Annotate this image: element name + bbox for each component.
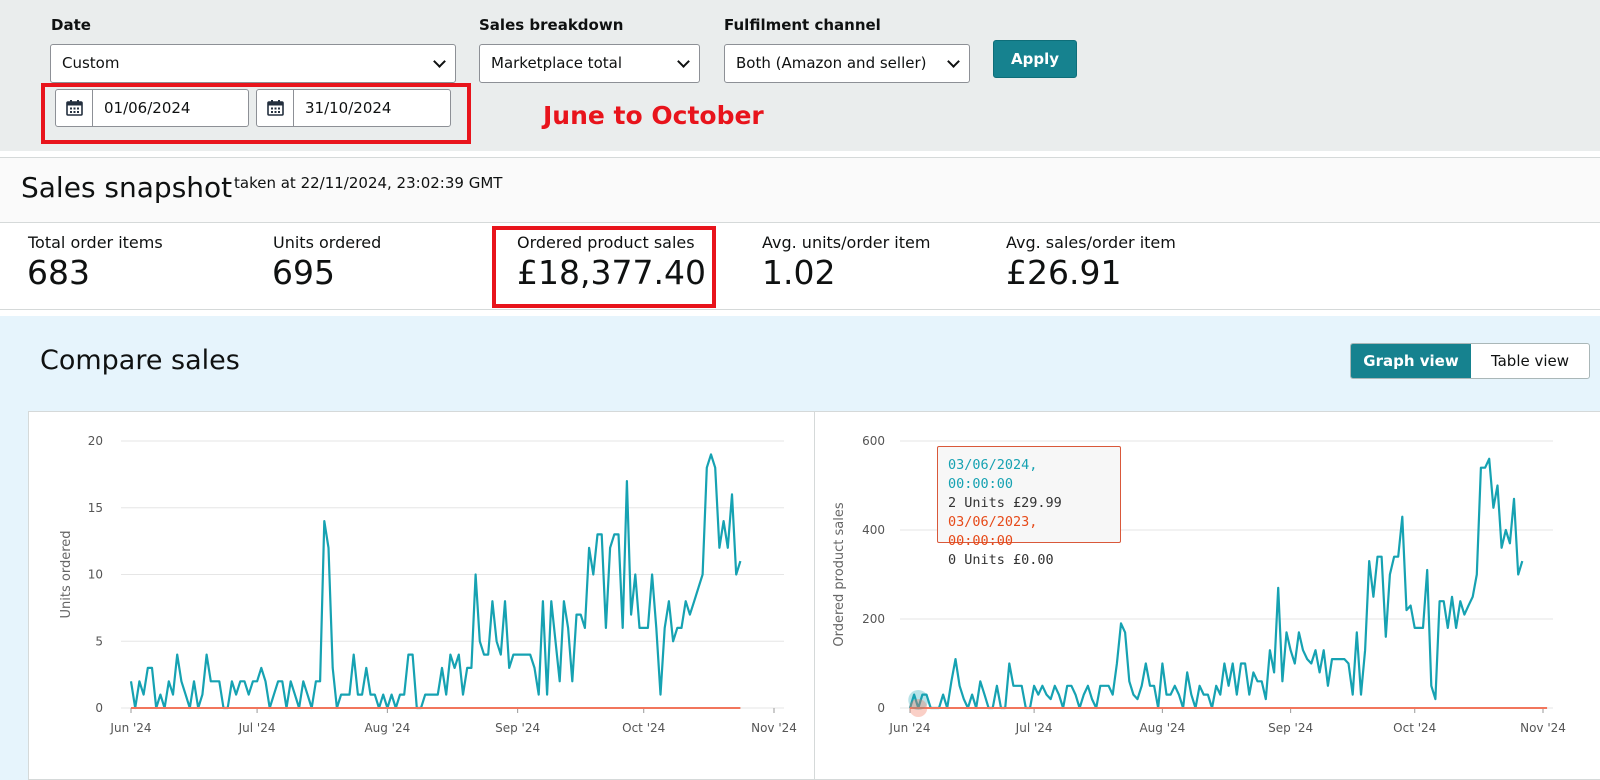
table-view-button[interactable]: Table view	[1490, 352, 1570, 370]
chevron-down-icon	[433, 55, 446, 68]
start-date-field[interactable]: 01/06/2024	[55, 89, 249, 127]
x-tick-label: Sep '24	[495, 721, 540, 735]
y-tick-label: 200	[862, 612, 885, 626]
sales-breakdown-label: Sales breakdown	[479, 16, 624, 34]
metric-label: Total order items	[28, 233, 163, 252]
x-tick-label: Sep '24	[1268, 721, 1313, 735]
y-axis-label: Units ordered	[59, 531, 74, 619]
sales-chart-panel: 0 200 400 600 Ordered product sales Jun '24 Ju…	[814, 411, 1600, 780]
calendar-icon[interactable]	[56, 90, 93, 126]
x-tick-label: Jun '24	[888, 721, 930, 735]
ordered-product-sales-value: £18,377.40	[517, 253, 706, 292]
metric-label: Avg. sales/order item	[1006, 233, 1176, 252]
y-tick-label: 0	[95, 701, 103, 715]
units-ordered-chart: 0 5 10 15 20 Units ordered Jun '24 Jul '24 Aug '…	[59, 434, 797, 735]
current-period-line	[908, 457, 1524, 710]
units-ordered-value: 695	[272, 253, 335, 292]
x-tick-label: Jul '24	[238, 721, 276, 735]
y-tick-label: 20	[88, 434, 103, 448]
sales-snapshot-header	[0, 157, 1600, 223]
avg-sales-per-order-item-value: £26.91	[1006, 253, 1122, 292]
x-tick-label: Nov '24	[1520, 721, 1566, 735]
date-select[interactable]: Custom	[50, 44, 456, 83]
x-tick-label: Oct '24	[622, 721, 665, 735]
date-range-annotation: June to October	[543, 101, 764, 130]
y-tick-label: 400	[862, 523, 885, 537]
x-tick-label: Aug '24	[364, 721, 410, 735]
sales-snapshot-title: Sales snapshot	[21, 171, 233, 204]
y-tick-label: 600	[862, 434, 885, 448]
snapshot-timestamp: taken at 22/11/2024, 23:02:39 GMT	[234, 174, 503, 192]
x-tick-label: Aug '24	[1139, 721, 1185, 735]
sales-breakdown-value: Marketplace total	[491, 54, 622, 72]
date-label: Date	[51, 16, 91, 34]
chart-tooltip: 03/06/2024, 00:00:00 2 Units £29.99 03/0…	[937, 446, 1121, 568]
current-period-line	[129, 453, 742, 710]
compare-sales-title: Compare sales	[40, 345, 240, 376]
fulfilment-channel-label: Fulfilment channel	[724, 16, 881, 34]
ordered-product-sales-chart: 0 200 400 600 Ordered product sales Jun '24 Ju…	[832, 434, 1566, 735]
x-tick-label: Nov '24	[751, 721, 797, 735]
y-tick-label: 0	[877, 701, 885, 715]
hover-marker-previous	[909, 699, 928, 717]
chevron-down-icon	[677, 55, 690, 68]
view-toggle: Graph view Table view	[1350, 343, 1590, 379]
date-range-highlight	[41, 83, 471, 144]
metric-label: Avg. units/order item	[762, 233, 931, 252]
chevron-down-icon	[947, 55, 960, 68]
tooltip-current-date: 03/06/2024, 00:00:00	[948, 457, 1038, 492]
units-chart-panel: 0 5 10 15 20 Units ordered Jun '24 Jul '24 Aug '…	[28, 411, 815, 780]
y-tick-label: 10	[88, 568, 103, 582]
y-axis-label: Ordered product sales	[832, 502, 847, 647]
metric-label: Ordered product sales	[517, 233, 695, 252]
fulfilment-channel-value: Both (Amazon and seller)	[736, 54, 927, 72]
tooltip-previous-value: 0 Units £0.00	[948, 552, 1054, 568]
avg-units-per-order-item-value: 1.02	[762, 253, 836, 292]
end-date-value: 31/10/2024	[305, 99, 392, 117]
date-select-value: Custom	[62, 54, 120, 72]
tooltip-previous-date: 03/06/2023, 00:00:00	[948, 514, 1038, 549]
apply-button[interactable]: Apply	[993, 40, 1077, 78]
total-order-items-value: 683	[27, 253, 90, 292]
divider	[0, 309, 1600, 310]
hover-marker-current	[908, 690, 929, 710]
x-tick-label: Jul '24	[1015, 721, 1053, 735]
sales-breakdown-select[interactable]: Marketplace total	[479, 44, 700, 83]
graph-view-button[interactable]: Graph view	[1351, 344, 1471, 378]
x-tick-label: Oct '24	[1393, 721, 1436, 735]
end-date-field[interactable]: 31/10/2024	[256, 89, 451, 127]
y-tick-label: 5	[95, 634, 103, 648]
calendar-icon[interactable]	[257, 90, 294, 126]
fulfilment-channel-select[interactable]: Both (Amazon and seller)	[724, 44, 970, 83]
y-tick-label: 15	[88, 501, 103, 515]
ordered-sales-highlight	[492, 226, 716, 308]
metric-label: Units ordered	[273, 233, 382, 252]
tooltip-current-value: 2 Units £29.99	[948, 495, 1062, 511]
x-tick-label: Jun '24	[109, 721, 151, 735]
start-date-value: 01/06/2024	[104, 99, 191, 117]
